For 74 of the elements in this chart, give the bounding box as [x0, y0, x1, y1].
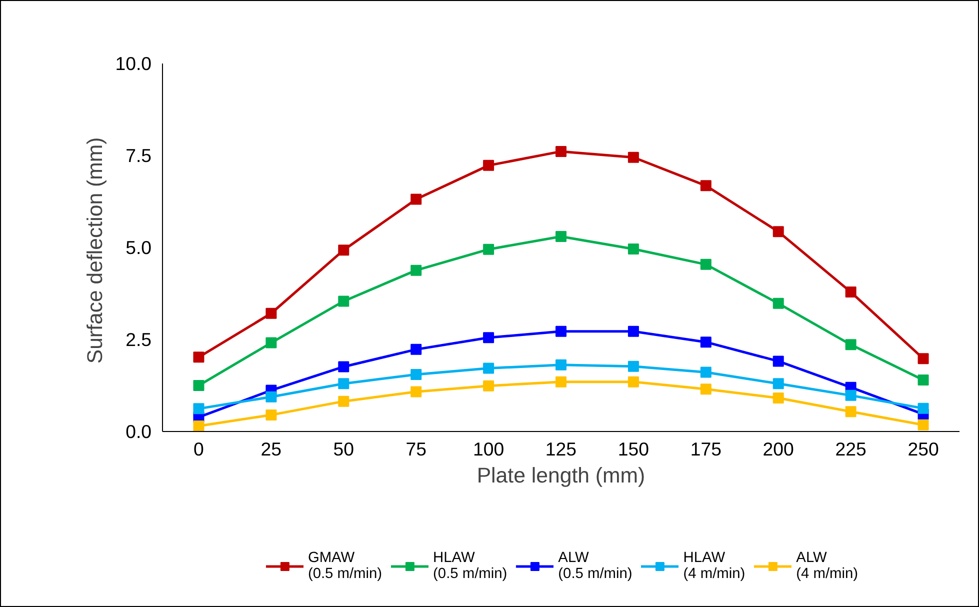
point — [483, 160, 494, 171]
point — [483, 244, 494, 255]
point — [918, 419, 929, 430]
x-tick-label: 150 — [618, 438, 650, 460]
point — [338, 361, 350, 372]
point — [772, 356, 784, 367]
point — [918, 402, 929, 414]
y-tick-label: 2.5 — [126, 329, 152, 350]
point — [845, 286, 856, 298]
point — [410, 264, 422, 276]
point — [700, 336, 712, 348]
x-tick-label: 25 — [260, 438, 282, 460]
x-tick-label: 75 — [406, 438, 426, 460]
point — [772, 226, 784, 238]
point — [556, 146, 566, 157]
point — [772, 298, 784, 309]
y-tick-label: 0.0 — [126, 421, 152, 442]
point — [193, 380, 204, 391]
point — [266, 391, 277, 402]
point — [483, 332, 494, 344]
point — [918, 374, 929, 386]
point — [483, 380, 494, 392]
point — [193, 420, 204, 432]
point — [628, 376, 639, 388]
point — [845, 406, 856, 418]
point — [193, 352, 204, 363]
x-tick-label: 175 — [690, 438, 722, 460]
y-tick-label: 7.5 — [126, 145, 152, 166]
point — [556, 326, 566, 337]
point — [556, 230, 566, 242]
legend-label: ALW (4 m/min) — [796, 549, 858, 584]
point — [410, 194, 422, 205]
y-axis-title: Surface deflection (mm) — [83, 137, 108, 364]
point — [700, 180, 712, 192]
point — [628, 360, 639, 372]
legend-label: GMAW (0.5 m/min) — [308, 549, 382, 584]
y-tick-label: 5.0 — [126, 237, 152, 258]
point — [338, 378, 350, 390]
x-tick-label: 125 — [545, 438, 577, 460]
point — [410, 368, 422, 380]
x-tick-label: 225 — [835, 438, 866, 460]
point — [628, 152, 639, 163]
point — [700, 366, 712, 378]
point — [628, 326, 639, 337]
point — [556, 376, 566, 388]
point — [700, 384, 712, 395]
point — [193, 403, 204, 414]
point — [266, 337, 277, 348]
y-tick-label: 10.0 — [115, 53, 152, 74]
legend-label: ALW (0.5 m/min) — [558, 549, 632, 584]
point — [700, 258, 712, 270]
point — [266, 308, 277, 319]
x-tick-label: 100 — [472, 438, 504, 460]
legend-label: HLAW (0.5 m/min) — [433, 549, 508, 584]
x-tick-label: 250 — [908, 438, 939, 460]
point — [845, 390, 856, 401]
point — [483, 362, 494, 374]
point — [338, 296, 350, 307]
x-tick-label: 0 — [194, 438, 204, 460]
point — [556, 359, 566, 370]
point — [338, 244, 350, 256]
point — [410, 344, 422, 355]
point — [266, 409, 277, 420]
point — [410, 386, 422, 398]
x-axis-title: Plate length (mm) — [476, 464, 646, 488]
point — [772, 378, 784, 390]
point — [628, 243, 639, 254]
point — [918, 353, 929, 364]
point — [845, 339, 856, 350]
x-tick-label: 200 — [762, 438, 794, 460]
legend-label: HLAW (4 m/min) — [683, 549, 746, 584]
point — [772, 392, 784, 404]
point — [338, 396, 350, 407]
x-tick-label: 50 — [333, 438, 354, 460]
